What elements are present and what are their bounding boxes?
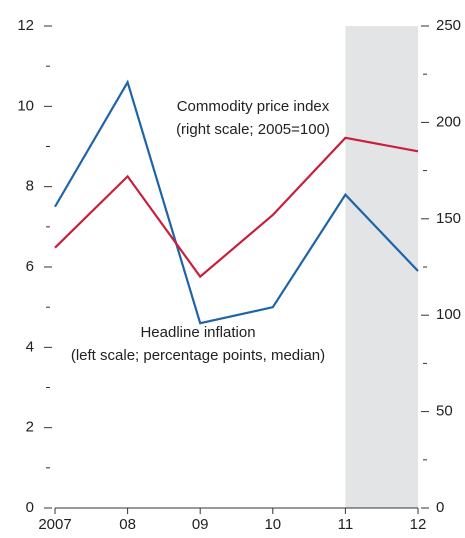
- y2-tick-label: 200: [436, 113, 461, 130]
- annotation: (left scale; percentage points, median): [71, 347, 325, 364]
- annotation: (right scale; 2005=100): [176, 121, 330, 138]
- annotation: Headline inflation: [140, 324, 255, 341]
- y2-tick-label: 0: [436, 499, 444, 516]
- y2-tick-label: 50: [436, 403, 453, 420]
- shaded-region: [345, 26, 418, 508]
- y2-tick-label: 250: [436, 17, 461, 34]
- y2-tick-label: 100: [436, 306, 461, 323]
- y-tick-label: 8: [26, 178, 34, 195]
- y-tick-label: 0: [26, 499, 34, 516]
- x-tick-label: 11: [338, 516, 354, 533]
- series-line: [54, 136, 419, 279]
- y2-tick-label: 150: [436, 210, 461, 227]
- y-tick-label: 2: [26, 419, 34, 436]
- annotation: Commodity price index: [177, 98, 330, 115]
- series-line: [54, 79, 419, 325]
- x-tick-label: 10: [264, 516, 281, 533]
- y-tick-label: 6: [26, 258, 34, 275]
- x-tick-label: 09: [192, 516, 209, 533]
- x-tick-label: 12: [410, 516, 427, 533]
- y-tick-label: 10: [17, 97, 34, 114]
- y-tick-label: 4: [26, 338, 34, 355]
- y-tick-label: 12: [17, 17, 34, 34]
- x-tick-label: 08: [119, 516, 136, 533]
- x-tick-label: 2007: [38, 516, 71, 533]
